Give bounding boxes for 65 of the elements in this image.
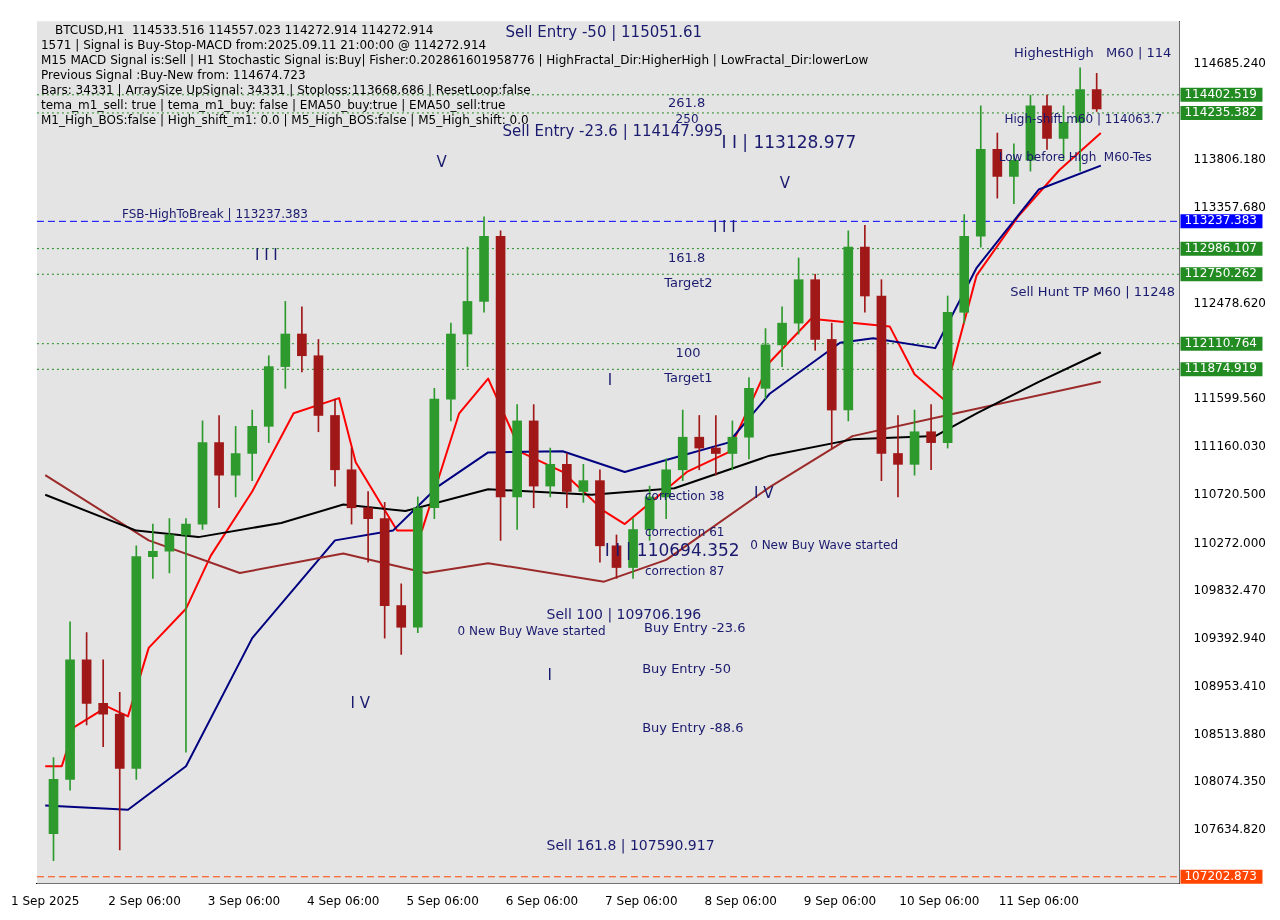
- annotation: I: [547, 665, 552, 684]
- y-tick-label: 110720.500: [1193, 486, 1266, 501]
- ref-line-label: 112986.107: [1184, 240, 1257, 255]
- annotation: Sell Hunt TP M60 | 11248: [1010, 284, 1176, 300]
- annotation: Target2: [663, 275, 713, 291]
- x-tick-label: 2 Sep 06:00: [108, 893, 181, 908]
- annotation: M15 MACD Signal is:Sell | H1 Stochastic Signal is:Buy| Fisher:0.202861601958776 | HighFractal_Dir:HigherHigh | LowFractal_Dir:lowerLow: [40, 53, 869, 68]
- y-tick-label: 112478.620: [1193, 295, 1266, 310]
- annotation: tema_m1_sell: true | tema_m1_buy: false | EMA50_buy:true | EMA50_sell:true: [40, 98, 506, 113]
- y-tick-label: 113806.180: [1193, 151, 1266, 166]
- annotation: HighestHigh M60 | 114: [1014, 44, 1172, 60]
- annotation: I I I: [712, 217, 736, 236]
- y-tick-label: 113357.680: [1193, 200, 1266, 215]
- x-tick-label: 3 Sep 06:00: [207, 893, 281, 908]
- annotation: I: [607, 370, 613, 389]
- annotation: 100: [675, 344, 701, 360]
- x-tick-label: 4 Sep 06:00: [307, 893, 380, 908]
- annotation: Sell 161.8 | 107590.917: [546, 837, 715, 854]
- y-tick-label: 108513.880: [1193, 726, 1266, 741]
- annotation: 1571 | Signal is Buy-Stop-MACD from:2025.09.11 21:00:00 @ 114272.914: [40, 38, 487, 53]
- x-tick-label: 11 Sep 06:00: [998, 893, 1079, 908]
- annotation: Buy Entry -23.6: [644, 620, 746, 636]
- ref-line-label: 113237.383: [1184, 213, 1257, 228]
- y-tick-label: 109832.470: [1193, 583, 1266, 598]
- ref-line-label: 112110.764: [1184, 335, 1257, 350]
- y-tick-label: 108074.350: [1193, 774, 1266, 789]
- chart-title: BTCUSD,H1 114533.516 114557.023 114272.914 114272.914: [54, 23, 434, 38]
- annotation: I V: [350, 694, 371, 713]
- y-tick-label: 109392.940: [1193, 631, 1266, 646]
- y-tick-label: 107634.820: [1193, 821, 1266, 836]
- annotation: FSB-HighToBreak | 113237.383: [122, 207, 308, 222]
- annotation: Buy Entry -50: [642, 661, 732, 677]
- annotation: Previous Signal :Buy-New from: 114674.723: [40, 68, 306, 83]
- x-tick-label: 1 Sep 2025: [11, 893, 80, 908]
- ref-line-label: 111874.919: [1184, 361, 1257, 376]
- annotation: Bars: 34331 | ArraySize UpSignal: 34331 | Stoploss:113668.686 | ResetLoop:false: [40, 83, 531, 98]
- annotation: I V: [754, 484, 775, 503]
- y-tick-label: 111160.030: [1193, 439, 1266, 454]
- annotation: V: [779, 173, 791, 192]
- x-tick-label: 5 Sep 06:00: [406, 893, 479, 908]
- annotation: Buy Entry -88.6: [642, 720, 744, 736]
- ref-line-label: 114402.519: [1184, 86, 1257, 101]
- annotation: 0 New Buy Wave started: [457, 623, 606, 638]
- ref-line-label: 112750.262: [1184, 266, 1257, 281]
- annotation: I I | 113128.977: [721, 132, 857, 153]
- annotation: 0 New Buy Wave started: [750, 537, 899, 552]
- annotation: V: [436, 153, 448, 172]
- x-tick-label: 9 Sep 06:00: [803, 893, 877, 908]
- y-tick-label: 108953.410: [1193, 678, 1266, 693]
- annotation: I I I: [254, 246, 278, 265]
- x-tick-label: 10 Sep 06:00: [899, 893, 980, 908]
- y-tick-label: 114685.240: [1193, 56, 1266, 71]
- annotation: 161.8: [667, 249, 706, 265]
- x-tick-label: 8 Sep 06:00: [704, 893, 777, 908]
- y-tick-label: 111599.560: [1193, 391, 1266, 406]
- annotation: Sell 100 | 109706.196: [546, 605, 702, 623]
- annotation: 261.8: [667, 94, 706, 110]
- ref-line-label: 114235.382: [1184, 105, 1257, 120]
- annotation: Sell Entry -50 | 115051.61: [505, 22, 703, 41]
- annotation: Target1: [663, 370, 713, 386]
- ref-line-label: 107202.873: [1184, 868, 1257, 883]
- y-tick-label: 110272.000: [1193, 535, 1266, 550]
- x-tick-label: 6 Sep 06:00: [505, 893, 579, 908]
- x-tick-label: 7 Sep 06:00: [605, 893, 678, 908]
- annotation: correction 87: [645, 564, 725, 579]
